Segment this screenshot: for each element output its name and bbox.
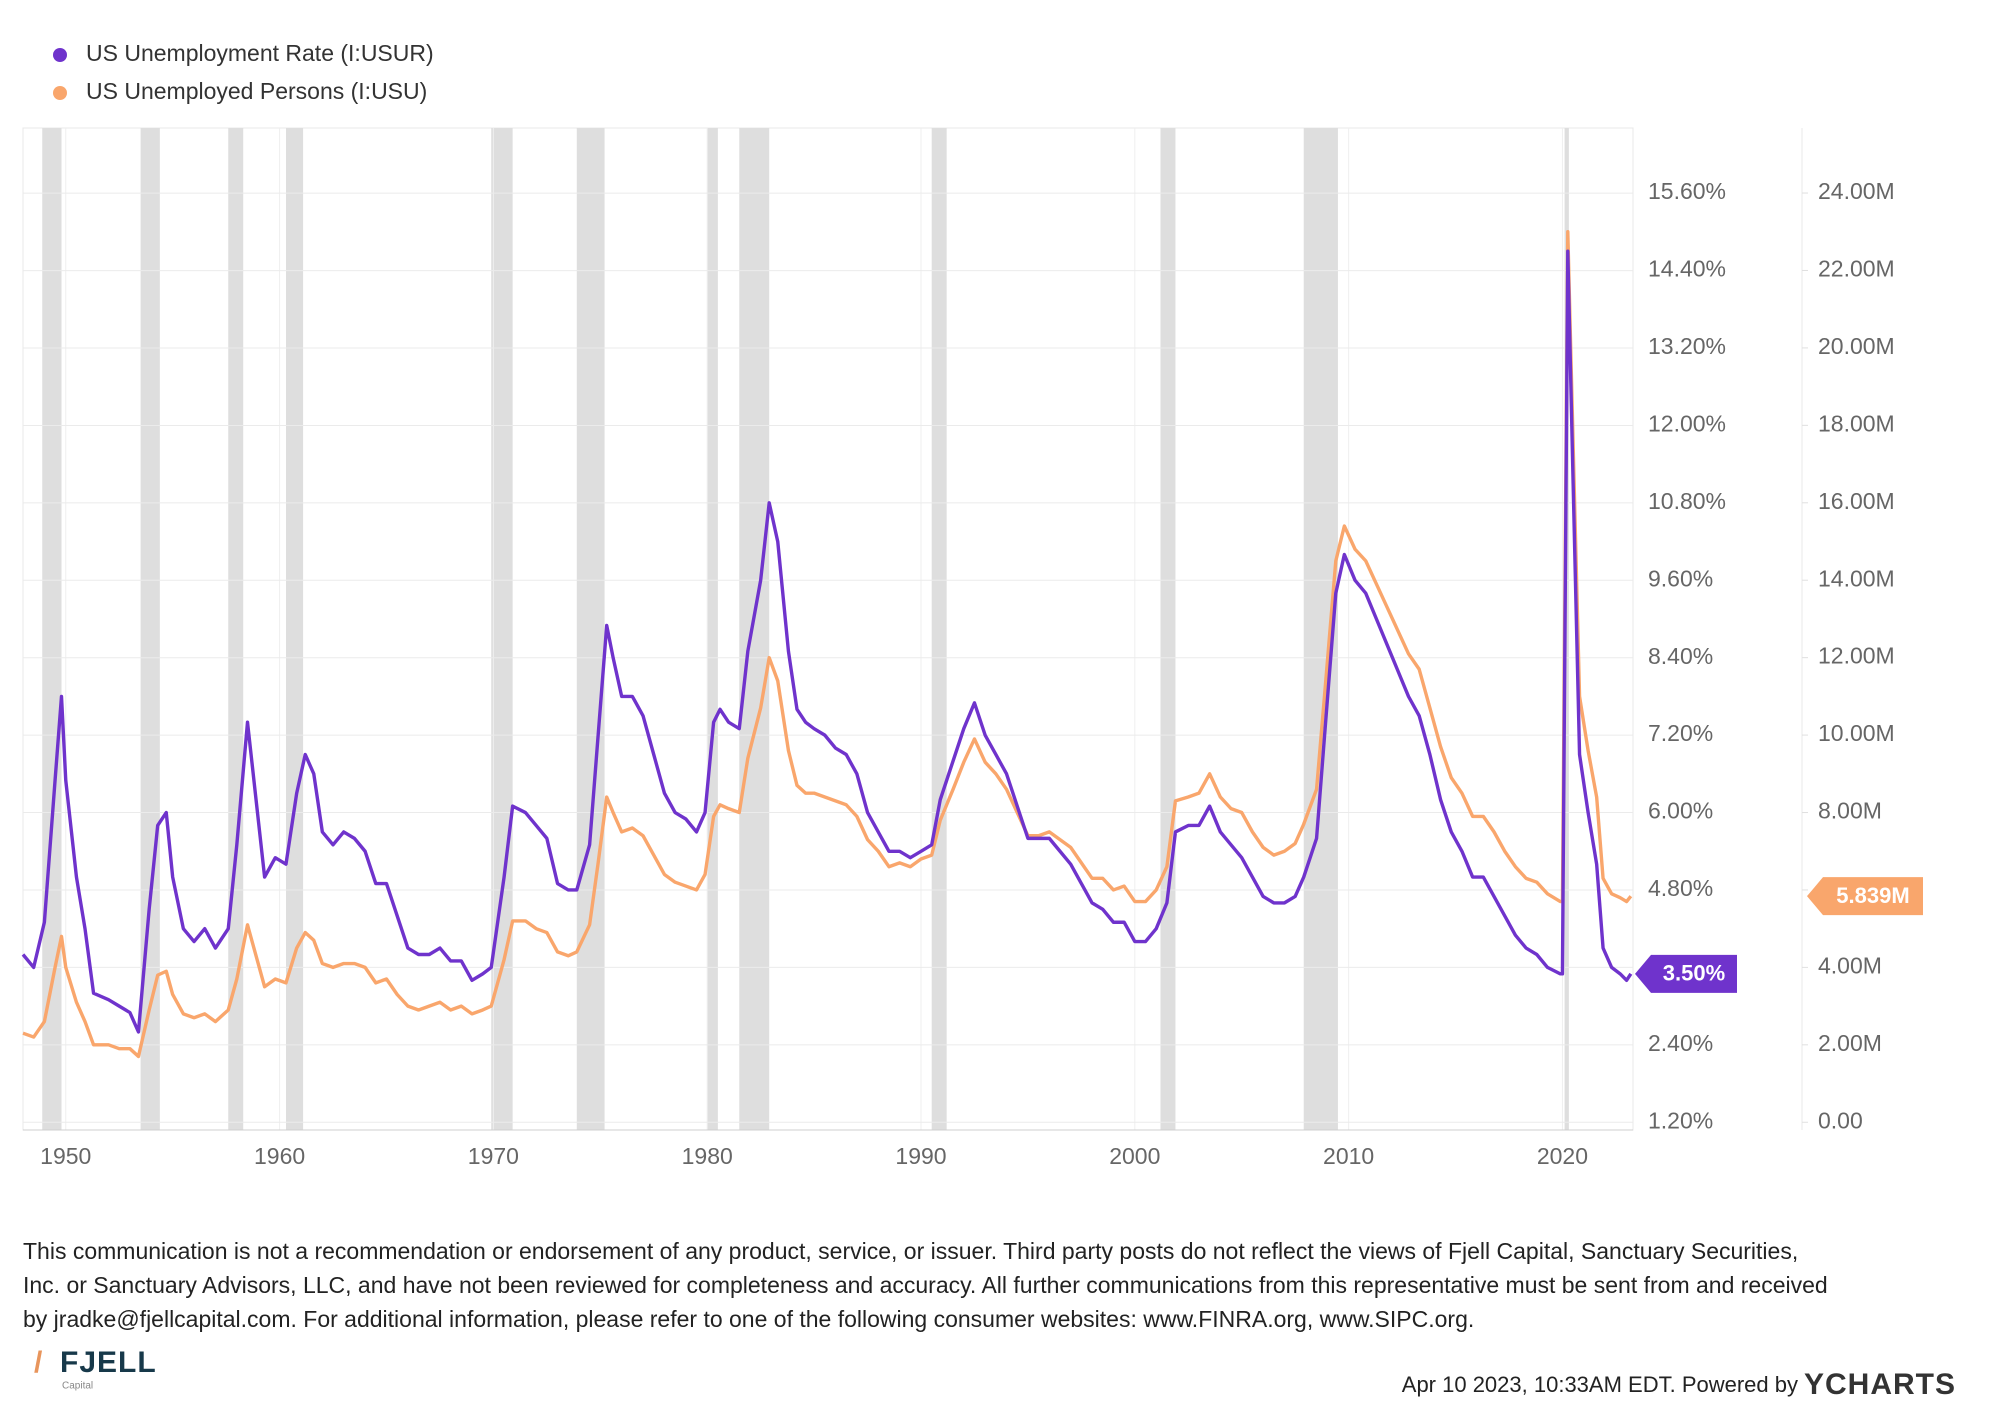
x-tick-label: 1970	[468, 1143, 519, 1169]
y2-tick-label: 2.00M	[1818, 1030, 1882, 1056]
x-tick-label: 2010	[1323, 1143, 1374, 1169]
legend-marker	[53, 48, 67, 62]
last-value-label: 3.50%	[1663, 961, 1725, 986]
last-value-badge	[1635, 954, 1737, 993]
y2-tick-label: 0.00	[1818, 1107, 1863, 1133]
recession-band	[576, 128, 605, 1130]
y-tick-label: 7.20%	[1648, 720, 1713, 746]
y-tick-label: 12.00%	[1648, 411, 1726, 437]
y2-tick-label: 20.00M	[1818, 333, 1895, 359]
recession-band	[285, 128, 304, 1130]
timestamp: Apr 10 2023, 10:33AM EDT. Powered by	[1402, 1372, 1798, 1397]
y-tick-label: 15.60%	[1648, 178, 1726, 204]
recession-band	[140, 128, 160, 1130]
legend-label: US Unemployment Rate (I:USUR)	[86, 40, 434, 66]
y2-tick-label: 12.00M	[1818, 643, 1895, 669]
disclaimer-line: This communication is not a recommendati…	[23, 1238, 1798, 1264]
y-tick-label: 13.20%	[1648, 333, 1726, 359]
y-tick-label: 6.00%	[1648, 798, 1713, 824]
series-line	[21, 249, 1633, 1034]
recession-band	[1564, 128, 1569, 1130]
x-tick-label: 1980	[682, 1143, 733, 1169]
logo-subtitle: Capital	[62, 1381, 93, 1392]
last-value-badge	[1807, 877, 1923, 916]
y-tick-label: 4.80%	[1648, 875, 1713, 901]
y2-tick-label: 10.00M	[1818, 720, 1895, 746]
y2-tick-label: 14.00M	[1818, 565, 1895, 591]
logo: FJELL	[60, 1346, 157, 1379]
y-tick-label: 2.40%	[1648, 1030, 1713, 1056]
y2-tick-label: 24.00M	[1818, 178, 1895, 204]
recession-band	[707, 128, 718, 1130]
y2-tick-label: 18.00M	[1818, 410, 1895, 436]
y-tick-label: 1.20%	[1648, 1107, 1713, 1133]
y2-tick-label: 8.00M	[1818, 798, 1882, 824]
legend-label: US Unemployed Persons (I:USU)	[86, 78, 427, 104]
y-tick-label: 14.40%	[1648, 256, 1726, 282]
x-tick-label: 2020	[1537, 1143, 1588, 1169]
recession-band	[931, 128, 947, 1130]
y2-tick-label: 4.00M	[1818, 952, 1882, 978]
plot-area: 1950 1960 1970 1980 1990 2000 2010 2020 1.20% 2.4…	[21, 127, 1923, 1169]
logo-mark: /	[34, 1346, 43, 1379]
x-tick-label: 1950	[40, 1143, 91, 1169]
y-tick-label: 8.40%	[1648, 643, 1713, 669]
y2-tick-label: 16.00M	[1818, 488, 1895, 514]
recession-band	[1160, 128, 1176, 1130]
x-tick-label: 1960	[254, 1143, 305, 1169]
y2-tick-label: 22.00M	[1818, 256, 1895, 282]
y-tick-label: 9.60%	[1648, 565, 1713, 591]
x-tick-label: 2000	[1109, 1143, 1160, 1169]
y-tick-label: 10.80%	[1648, 488, 1726, 514]
legend-marker	[53, 86, 67, 100]
brand: YCHARTS	[1804, 1368, 1956, 1401]
last-value-label: 5.839M	[1836, 883, 1909, 908]
disclaimer-line: by jradke@fjellcapital.com. For addition…	[23, 1306, 1474, 1332]
recession-band	[491, 128, 513, 1130]
series-line	[22, 230, 1633, 1059]
disclaimer-line: Inc. or Sanctuary Advisors, LLC, and hav…	[23, 1272, 1828, 1298]
recession-band	[739, 128, 770, 1130]
x-tick-label: 1990	[895, 1143, 946, 1169]
